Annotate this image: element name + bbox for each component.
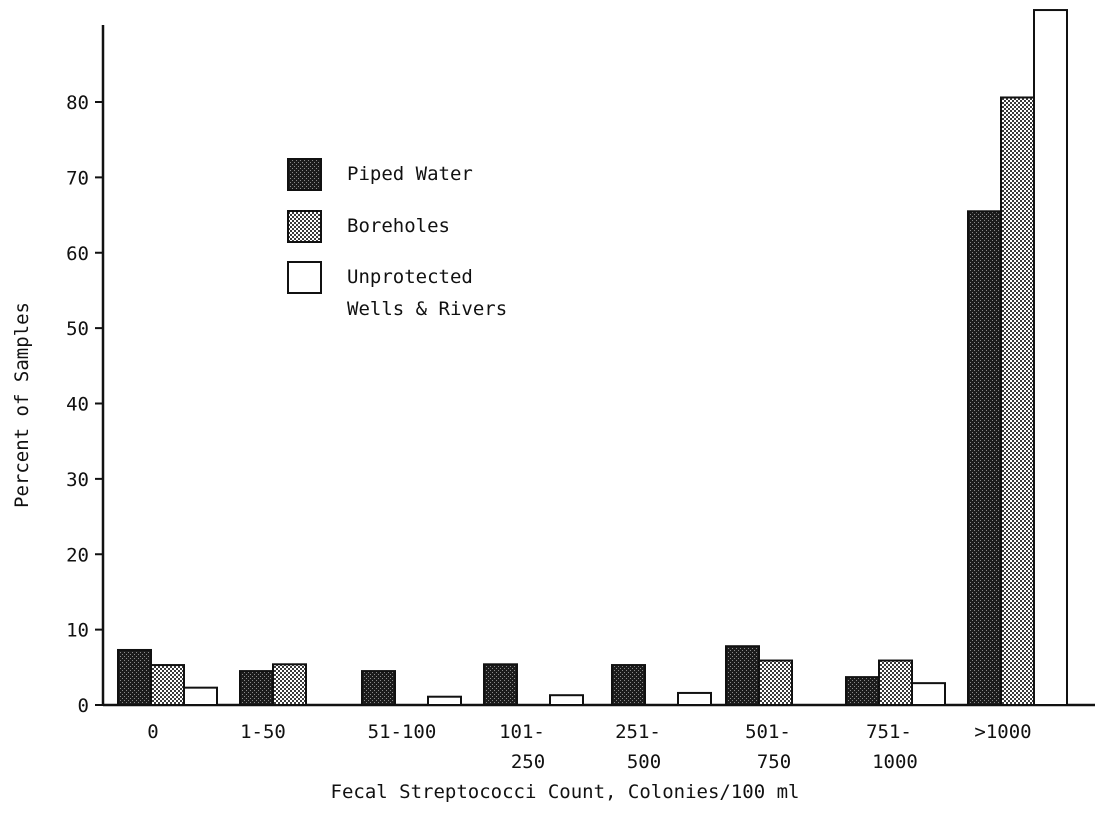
bar-boreholes-6 bbox=[878, 659, 913, 706]
y-tick-label: 70 bbox=[66, 167, 89, 189]
y-tick-label: 0 bbox=[78, 695, 89, 717]
bar-unprotected-wells-rivers-0 bbox=[183, 686, 218, 707]
x-tick-label: 251- bbox=[615, 721, 661, 743]
bar-piped-water-6 bbox=[845, 676, 880, 707]
bar-boreholes-0 bbox=[150, 664, 185, 707]
x-axis-title: Fecal Streptococci Count, Colonies/100 m… bbox=[331, 781, 800, 803]
bar-piped-water-7 bbox=[967, 210, 1002, 706]
legend-label: Unprotected bbox=[347, 266, 473, 288]
bar-unprotected-wells-rivers-4 bbox=[677, 691, 712, 707]
legend-swatch-boreholes bbox=[287, 210, 322, 243]
x-tick-label: 101- bbox=[499, 721, 545, 743]
legend-swatch-piped-water bbox=[287, 158, 322, 191]
y-tick-label: 80 bbox=[66, 92, 89, 114]
bar-boreholes-7 bbox=[1000, 96, 1035, 707]
bar-piped-water-0 bbox=[117, 648, 152, 707]
x-tick-labels: 0 1-50 51-100 101- 250 251- 500 501- 750 751- 1000… bbox=[147, 721, 1031, 773]
bar-piped-water-4 bbox=[611, 664, 646, 707]
x-tick-label: 1-50 bbox=[240, 721, 286, 743]
bar-boreholes-1 bbox=[272, 663, 307, 706]
bar-piped-water-2 bbox=[361, 670, 396, 706]
x-tick-label: 750 bbox=[757, 751, 791, 773]
y-tick-label: 30 bbox=[66, 469, 89, 491]
bar-piped-water-1 bbox=[239, 670, 274, 706]
legend: Piped Water Boreholes Unprotected Wells & … bbox=[287, 158, 507, 320]
bar-unprotected-wells-rivers-3 bbox=[549, 694, 584, 706]
x-tick-label: 1000 bbox=[872, 751, 918, 773]
x-tick-label: >1000 bbox=[974, 721, 1031, 743]
legend-label: Piped Water bbox=[347, 163, 473, 185]
y-axis-title: Percent of Samples bbox=[11, 302, 33, 508]
x-tick-label: 250 bbox=[511, 751, 545, 773]
bars bbox=[117, 9, 1068, 707]
y-tick-label: 60 bbox=[66, 243, 89, 265]
x-tick-label: 501- bbox=[745, 721, 791, 743]
y-tick-label: 20 bbox=[66, 544, 89, 566]
y-tick-label: 40 bbox=[66, 394, 89, 416]
y-tick-label: 50 bbox=[66, 318, 89, 340]
x-tick-label: 751- bbox=[866, 721, 912, 743]
legend-label: Boreholes bbox=[347, 215, 450, 237]
bar-boreholes-5 bbox=[758, 659, 793, 706]
x-tick-label: 0 bbox=[147, 721, 158, 743]
bar-piped-water-3 bbox=[483, 663, 518, 706]
bar-unprotected-wells-rivers-2 bbox=[427, 695, 462, 706]
y-tick-label: 10 bbox=[66, 620, 89, 642]
bar-unprotected-wells-rivers-6 bbox=[911, 682, 946, 706]
legend-swatch-unprotected-wells-rivers bbox=[287, 261, 322, 294]
legend-label: Wells & Rivers bbox=[347, 298, 507, 320]
bar-piped-water-5 bbox=[725, 645, 760, 707]
axes: 0 10 20 30 40 50 60 70 80 bbox=[66, 25, 1095, 717]
bar-unprotected-wells-rivers-7 bbox=[1033, 9, 1068, 707]
x-tick-label: 51-100 bbox=[368, 721, 437, 743]
x-tick-label: 500 bbox=[627, 751, 661, 773]
